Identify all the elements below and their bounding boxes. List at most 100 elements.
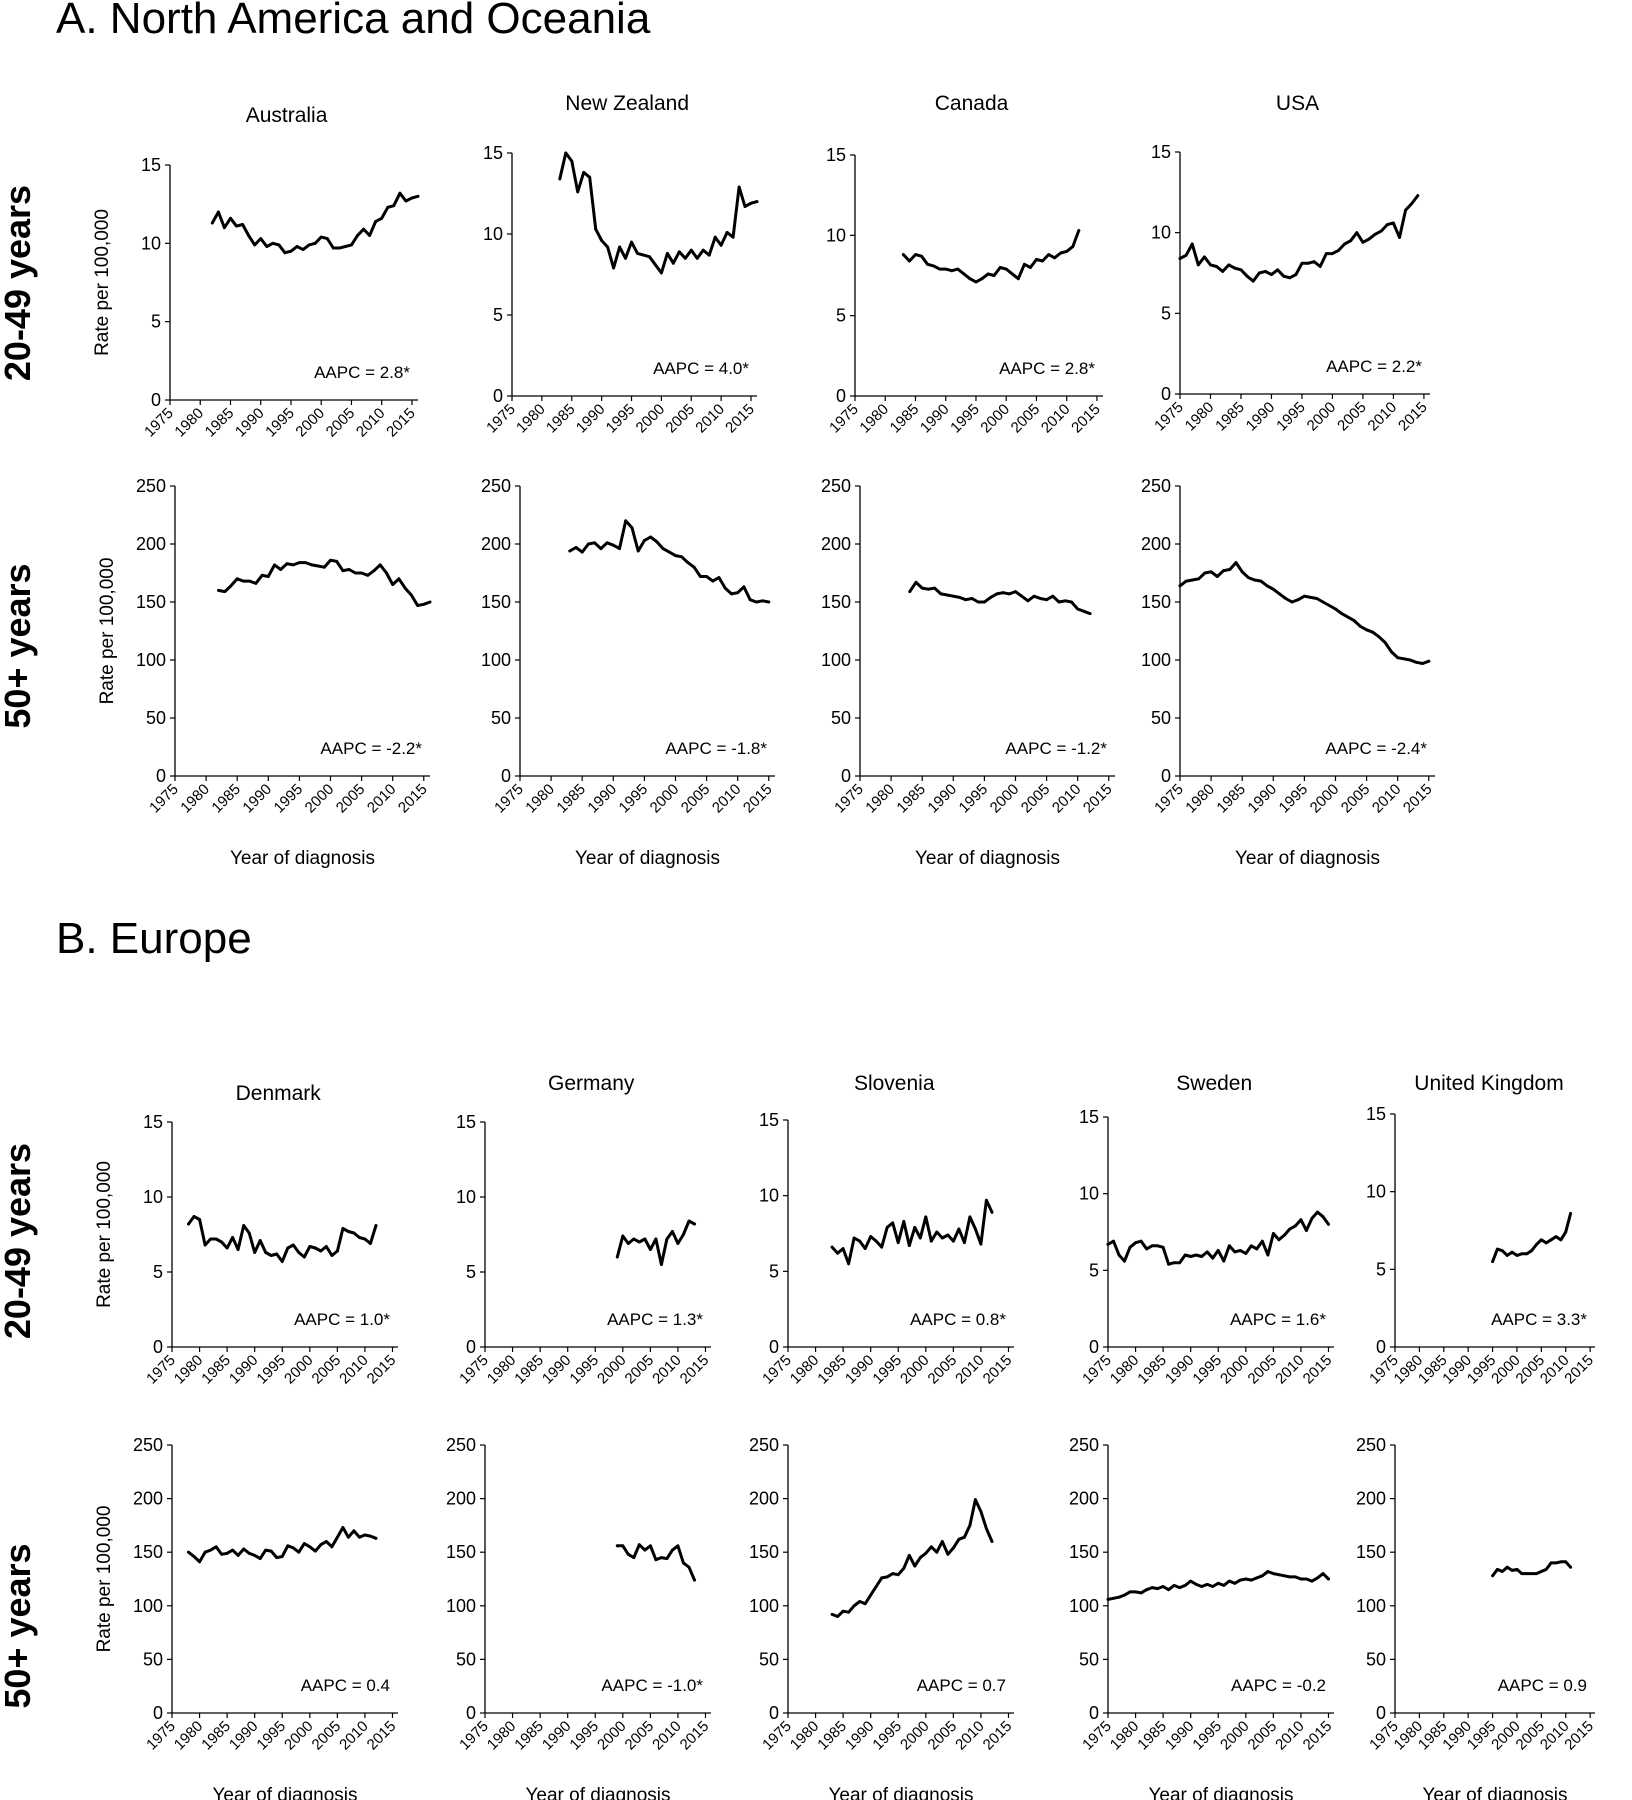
- data-point: [637, 1240, 641, 1244]
- data-point: [852, 1604, 856, 1608]
- x-tick-label: 2010: [336, 1718, 372, 1754]
- x-tick-label: 2005: [1008, 401, 1044, 437]
- aapc-annotation: AAPC = -1.2*: [1005, 739, 1107, 758]
- data-point: [914, 580, 918, 584]
- data-point: [671, 261, 675, 265]
- x-axis-label: Year of diagnosis: [212, 1785, 357, 1800]
- y-tick-label: 15: [456, 1112, 476, 1132]
- data-point: [749, 201, 753, 205]
- x-tick-label: 1990: [232, 405, 268, 441]
- data-point: [979, 1242, 983, 1246]
- y-tick-label: 5: [466, 1262, 476, 1282]
- data-point: [1300, 261, 1304, 265]
- y-tick-label: 0: [501, 766, 511, 786]
- data-point: [976, 600, 980, 604]
- data-point: [1355, 231, 1359, 235]
- y-tick-label: 200: [1356, 1489, 1386, 1509]
- x-tick-label: 2015: [395, 781, 431, 817]
- data-point: [386, 205, 390, 209]
- y-tick-label: 0: [1161, 384, 1171, 404]
- data-point: [1554, 1561, 1558, 1565]
- data-point: [1327, 604, 1331, 607]
- data-point: [297, 1550, 301, 1554]
- data-point: [1200, 1255, 1204, 1258]
- data-point: [1184, 579, 1188, 583]
- data-point: [605, 541, 609, 545]
- panel-title-usa: USA: [1276, 92, 1319, 115]
- data-point: [940, 1540, 944, 1543]
- x-tick-label: 2005: [1338, 781, 1374, 817]
- data-point: [336, 1249, 339, 1253]
- data-point: [974, 1227, 977, 1231]
- data-point: [242, 1224, 246, 1227]
- data-point: [264, 1251, 268, 1254]
- data-point: [372, 569, 376, 573]
- data-point: [1088, 612, 1092, 615]
- data-point: [632, 1237, 636, 1241]
- data-point: [341, 1526, 345, 1529]
- data-point: [723, 586, 727, 590]
- x-axis-label: Year of diagnosis: [828, 1785, 973, 1800]
- x-tick-label: 1990: [1245, 781, 1281, 817]
- y-tick-label: 250: [481, 476, 511, 496]
- y-tick-label: 0: [1376, 1703, 1386, 1723]
- data-point: [374, 1536, 378, 1540]
- series-line-slovenia-50plus: [830, 1498, 994, 1618]
- data-point: [847, 1262, 850, 1266]
- y-tick-label: 150: [481, 592, 511, 612]
- data-point: [587, 542, 590, 546]
- data-point: [686, 561, 690, 564]
- data-point: [599, 547, 603, 550]
- x-tick-label: 1990: [1162, 1718, 1198, 1754]
- data-point: [324, 1540, 328, 1543]
- y-axis-label: Rate per 100,000: [97, 558, 118, 705]
- data-point: [731, 235, 735, 239]
- data-point: [322, 565, 326, 569]
- data-point: [347, 1535, 350, 1539]
- data-point: [264, 1548, 268, 1552]
- data-point: [1272, 1572, 1275, 1575]
- section-title-b: B. Europe: [56, 914, 252, 963]
- data-point: [841, 1247, 845, 1250]
- data-point: [1123, 1259, 1126, 1263]
- x-tick-label: 1980: [856, 401, 892, 437]
- data-point: [1392, 221, 1395, 225]
- y-tick-label: 200: [446, 1489, 476, 1509]
- x-tick-label: 1985: [198, 1718, 234, 1754]
- panel-slovenia-50plus: 0501001502002501975198019851990199520002…: [749, 1435, 1015, 1800]
- data-point: [1349, 239, 1353, 243]
- data-point: [368, 234, 371, 237]
- data-point: [1178, 1586, 1182, 1589]
- x-tick-label: 1995: [262, 405, 298, 441]
- data-point: [913, 1564, 917, 1568]
- data-point: [1549, 1561, 1553, 1565]
- aapc-annotation: AAPC = 1.6*: [1230, 1310, 1326, 1329]
- data-point: [354, 571, 357, 575]
- data-point: [1117, 1253, 1121, 1257]
- data-point: [1510, 1569, 1514, 1572]
- aapc-annotation: AAPC = 2.8*: [314, 363, 410, 382]
- data-point: [1178, 1261, 1182, 1265]
- data-point: [1410, 202, 1414, 206]
- data-point: [1278, 592, 1281, 596]
- data-point: [308, 1545, 312, 1549]
- data-point: [725, 231, 729, 234]
- data-point: [1016, 277, 1020, 281]
- data-point: [210, 221, 214, 225]
- data-point: [1161, 1585, 1165, 1588]
- panel-germany-20-49: 0 5 10 15 1975198019851990199520002005201020…: [456, 1072, 712, 1387]
- data-point: [858, 1600, 862, 1603]
- data-point: [649, 1544, 652, 1548]
- y-tick-label: 0: [1089, 1337, 1099, 1357]
- y-tick-label: 200: [481, 534, 511, 554]
- data-point: [217, 589, 220, 592]
- panel-title-australia: Australia: [246, 104, 328, 127]
- data-point: [209, 1237, 213, 1241]
- x-tick-label: 2005: [333, 781, 369, 817]
- x-tick-label: 1985: [198, 1352, 234, 1388]
- data-point: [626, 1552, 630, 1556]
- data-point: [409, 593, 413, 597]
- data-point: [1276, 268, 1279, 272]
- data-point: [1240, 570, 1244, 574]
- data-point: [920, 254, 923, 258]
